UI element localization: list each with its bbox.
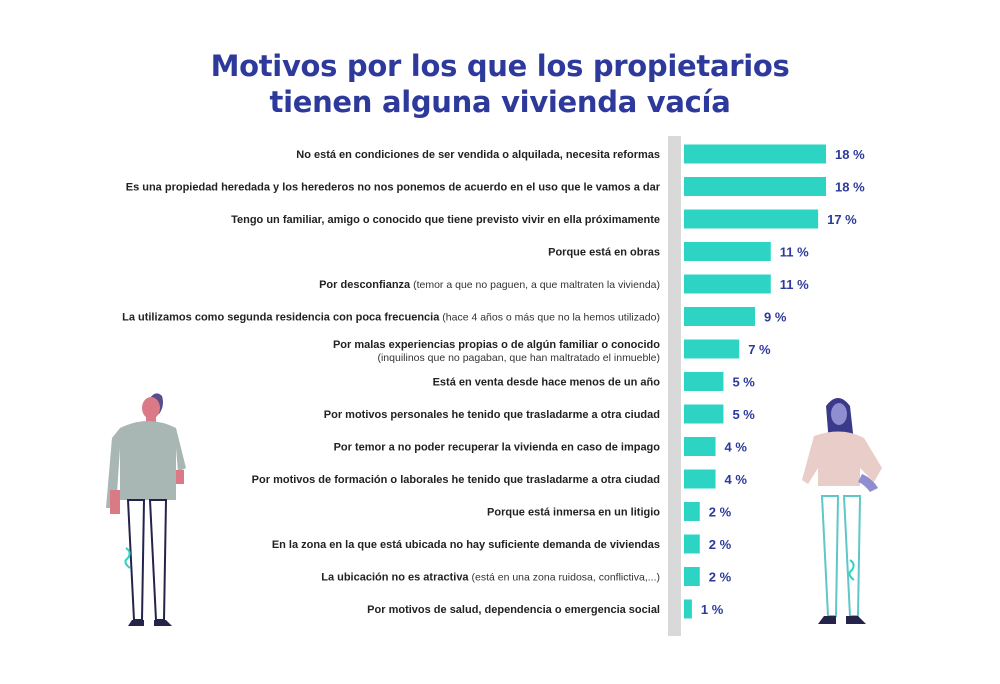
value-label-7: 5 % bbox=[732, 375, 755, 390]
category-label-8: Por motivos personales he tenido que tra… bbox=[324, 409, 660, 421]
bar-13 bbox=[684, 567, 700, 586]
value-label-13: 2 % bbox=[709, 570, 732, 585]
category-label-10: Por motivos de formación o laborales he … bbox=[252, 474, 660, 486]
chart-title: Motivos por los que los propietarios tie… bbox=[0, 48, 1000, 120]
woman-illustration bbox=[802, 398, 882, 624]
value-label-9: 4 % bbox=[725, 440, 748, 455]
category-label-0: No está en condiciones de ser vendida o … bbox=[296, 149, 660, 161]
category-label-1: Es una propiedad heredada y los heredero… bbox=[126, 182, 661, 194]
bar-14 bbox=[684, 599, 692, 619]
bar-9 bbox=[684, 437, 716, 456]
bar-1 bbox=[684, 177, 826, 196]
category-label-2: Tengo un familiar, amigo o conocido que … bbox=[231, 214, 660, 226]
bars-group: 18 % No está en condiciones de ser vendid… bbox=[122, 144, 865, 619]
value-label-2: 17 % bbox=[827, 212, 857, 227]
bar-5 bbox=[684, 307, 755, 326]
value-label-6: 7 % bbox=[748, 342, 771, 357]
category-note-6: (inquilinos que no pagaban, que han malt… bbox=[377, 352, 660, 364]
axis-track bbox=[668, 136, 681, 636]
bar-12 bbox=[684, 534, 700, 554]
category-label-7: Está en venta desde hace menos de un año bbox=[433, 377, 661, 389]
bar-8 bbox=[684, 404, 724, 424]
man-illustration bbox=[106, 393, 186, 626]
value-label-14: 1 % bbox=[701, 602, 724, 617]
value-label-3: 11 % bbox=[780, 245, 809, 260]
category-label-6: Por malas experiencias propias o de algú… bbox=[333, 339, 660, 351]
value-label-4: 11 % bbox=[780, 277, 809, 292]
value-label-12: 2 % bbox=[709, 537, 732, 552]
chart-title-line-1: Motivos por los que los propietarios bbox=[210, 49, 790, 83]
category-label-4: Por desconfianza (temor a que no paguen,… bbox=[319, 279, 660, 291]
bar-10 bbox=[684, 469, 716, 489]
bar-0 bbox=[684, 144, 826, 164]
bar-3 bbox=[684, 242, 771, 261]
value-label-8: 5 % bbox=[732, 407, 755, 422]
value-label-11: 2 % bbox=[709, 505, 732, 520]
bar-7 bbox=[684, 372, 724, 391]
value-label-10: 4 % bbox=[725, 472, 748, 487]
bar-6 bbox=[684, 339, 740, 359]
bar-11 bbox=[684, 502, 700, 521]
category-label-5: La utilizamos como segunda residencia co… bbox=[122, 312, 660, 324]
bar-4 bbox=[684, 274, 771, 294]
value-label-1: 18 % bbox=[835, 180, 865, 195]
category-label-11: Porque está inmersa en un litigio bbox=[487, 507, 660, 519]
category-label-9: Por temor a no poder recuperar la vivien… bbox=[334, 442, 661, 454]
bar-2 bbox=[684, 209, 819, 229]
category-label-12: En la zona en la que está ubicada no hay… bbox=[272, 539, 660, 551]
value-label-0: 18 % bbox=[835, 147, 865, 162]
chart-title-line-2: tienen alguna vivienda vacía bbox=[269, 85, 731, 119]
category-label-14: Por motivos de salud, dependencia o emer… bbox=[367, 604, 660, 616]
category-label-13: La ubicación no es atractiva (está en un… bbox=[321, 572, 660, 584]
value-label-5: 9 % bbox=[764, 310, 787, 325]
category-label-3: Porque está en obras bbox=[548, 247, 660, 259]
